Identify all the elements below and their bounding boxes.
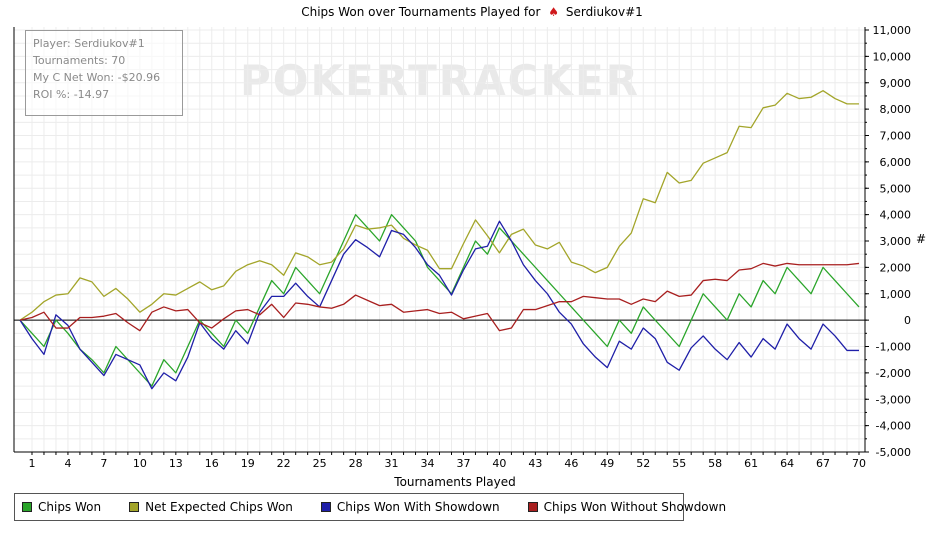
legend-item-without-showdown[interactable]: Chips Won Without Showdown: [527, 500, 727, 514]
x-tick-label: 67: [816, 457, 830, 470]
x-tick-label: 46: [564, 457, 578, 470]
spade-icon: ♠: [548, 5, 559, 19]
legend-swatch: [320, 502, 331, 512]
y-tick-label: 8,000: [880, 103, 912, 116]
series-line-without-showdown: [19, 262, 860, 332]
x-tick-label: 13: [169, 457, 183, 470]
x-tick-label: 43: [528, 457, 542, 470]
y-tick-label: 5,000: [880, 182, 912, 195]
x-tick-label: 61: [744, 457, 758, 470]
y-axis-label: #: [916, 232, 926, 246]
x-tick-label: 4: [64, 457, 71, 470]
y-tick-label: -3,000: [876, 393, 911, 406]
legend-label: Chips Won With Showdown: [336, 500, 500, 514]
series-line-net-expected: [19, 90, 859, 321]
series-line-chips-won: [19, 213, 860, 387]
x-tick-label: 40: [492, 457, 506, 470]
chart-title-player: Serdiukov#1: [566, 5, 643, 19]
axis-layer: 1 4 7 10 13 16 19 22 25 28 31 34 37 40 43 46 49 52 55 58 61 6…: [13, 24, 912, 470]
legend-swatch: [527, 502, 538, 512]
x-tick-label: 70: [852, 457, 866, 470]
y-tick-label: -4,000: [876, 420, 911, 433]
y-tick-label: 3,000: [880, 235, 912, 248]
legend-swatch: [129, 502, 140, 512]
y-tick-label: 10,000: [873, 50, 912, 63]
y-tick-label: 2,000: [880, 261, 912, 274]
y-tick-label: 11,000: [873, 24, 912, 37]
info-tournaments: Tournaments: 70: [33, 54, 126, 67]
x-tick-label: 16: [205, 457, 219, 470]
chart-title: Chips Won over Tournaments Played for ♠ …: [301, 5, 643, 19]
x-tick-label: 64: [780, 457, 794, 470]
x-tick-label: 28: [349, 457, 363, 470]
x-tick-label: 19: [241, 457, 255, 470]
y-tick-label: 6,000: [880, 156, 912, 169]
series-line-with-showdown: [19, 220, 859, 390]
x-tick-label: 58: [708, 457, 722, 470]
legend-item-with-showdown[interactable]: Chips Won With Showdown: [320, 500, 500, 514]
y-tick-label: 0: [904, 314, 911, 327]
chart-legend: Chips Won Net Expected Chips Won Chips W…: [14, 493, 726, 521]
legend-swatch: [22, 502, 32, 512]
x-axis-label: Tournaments Played: [393, 475, 515, 489]
x-tick-label: 37: [456, 457, 470, 470]
y-tick-label: -1,000: [876, 341, 911, 354]
x-tick-label: 25: [313, 457, 327, 470]
chart-title-text: Chips Won over Tournaments Played for: [301, 5, 540, 19]
legend-item-net-expected[interactable]: Net Expected Chips Won: [129, 500, 293, 514]
y-tick-label: 7,000: [880, 130, 912, 143]
legend-label: Chips Won Without Showdown: [543, 500, 727, 514]
x-tick-label: 52: [636, 457, 650, 470]
x-tick-label: 7: [100, 457, 107, 470]
x-tick-label: 10: [133, 457, 147, 470]
y-tick-label: -2,000: [876, 367, 911, 380]
info-net-won: My C Net Won: -$20.96: [33, 71, 161, 84]
legend-label: Chips Won: [38, 500, 102, 514]
y-tick-label: -5,000: [876, 446, 911, 459]
legend-item-chips-won[interactable]: Chips Won: [22, 500, 101, 514]
info-roi: ROI %: -14.97: [33, 88, 110, 101]
x-tick-label: 55: [672, 457, 686, 470]
y-tick-label: 4,000: [880, 209, 912, 222]
legend-label: Net Expected Chips Won: [145, 500, 293, 514]
series-layer: [19, 90, 860, 390]
x-tick-label: 49: [600, 457, 614, 470]
info-player: Player: Serdiukov#1: [33, 37, 145, 50]
x-tick-label: 31: [385, 457, 399, 470]
player-info-box: Player: Serdiukov#1 Tournaments: 70 My C…: [25, 30, 183, 116]
x-tick-label: 22: [277, 457, 291, 470]
y-tick-label: 1,000: [880, 288, 912, 301]
x-tick-label: 34: [421, 457, 435, 470]
x-tick-label: 1: [28, 457, 35, 470]
y-tick-label: 9,000: [880, 77, 912, 90]
grid-layer: [14, 27, 865, 453]
